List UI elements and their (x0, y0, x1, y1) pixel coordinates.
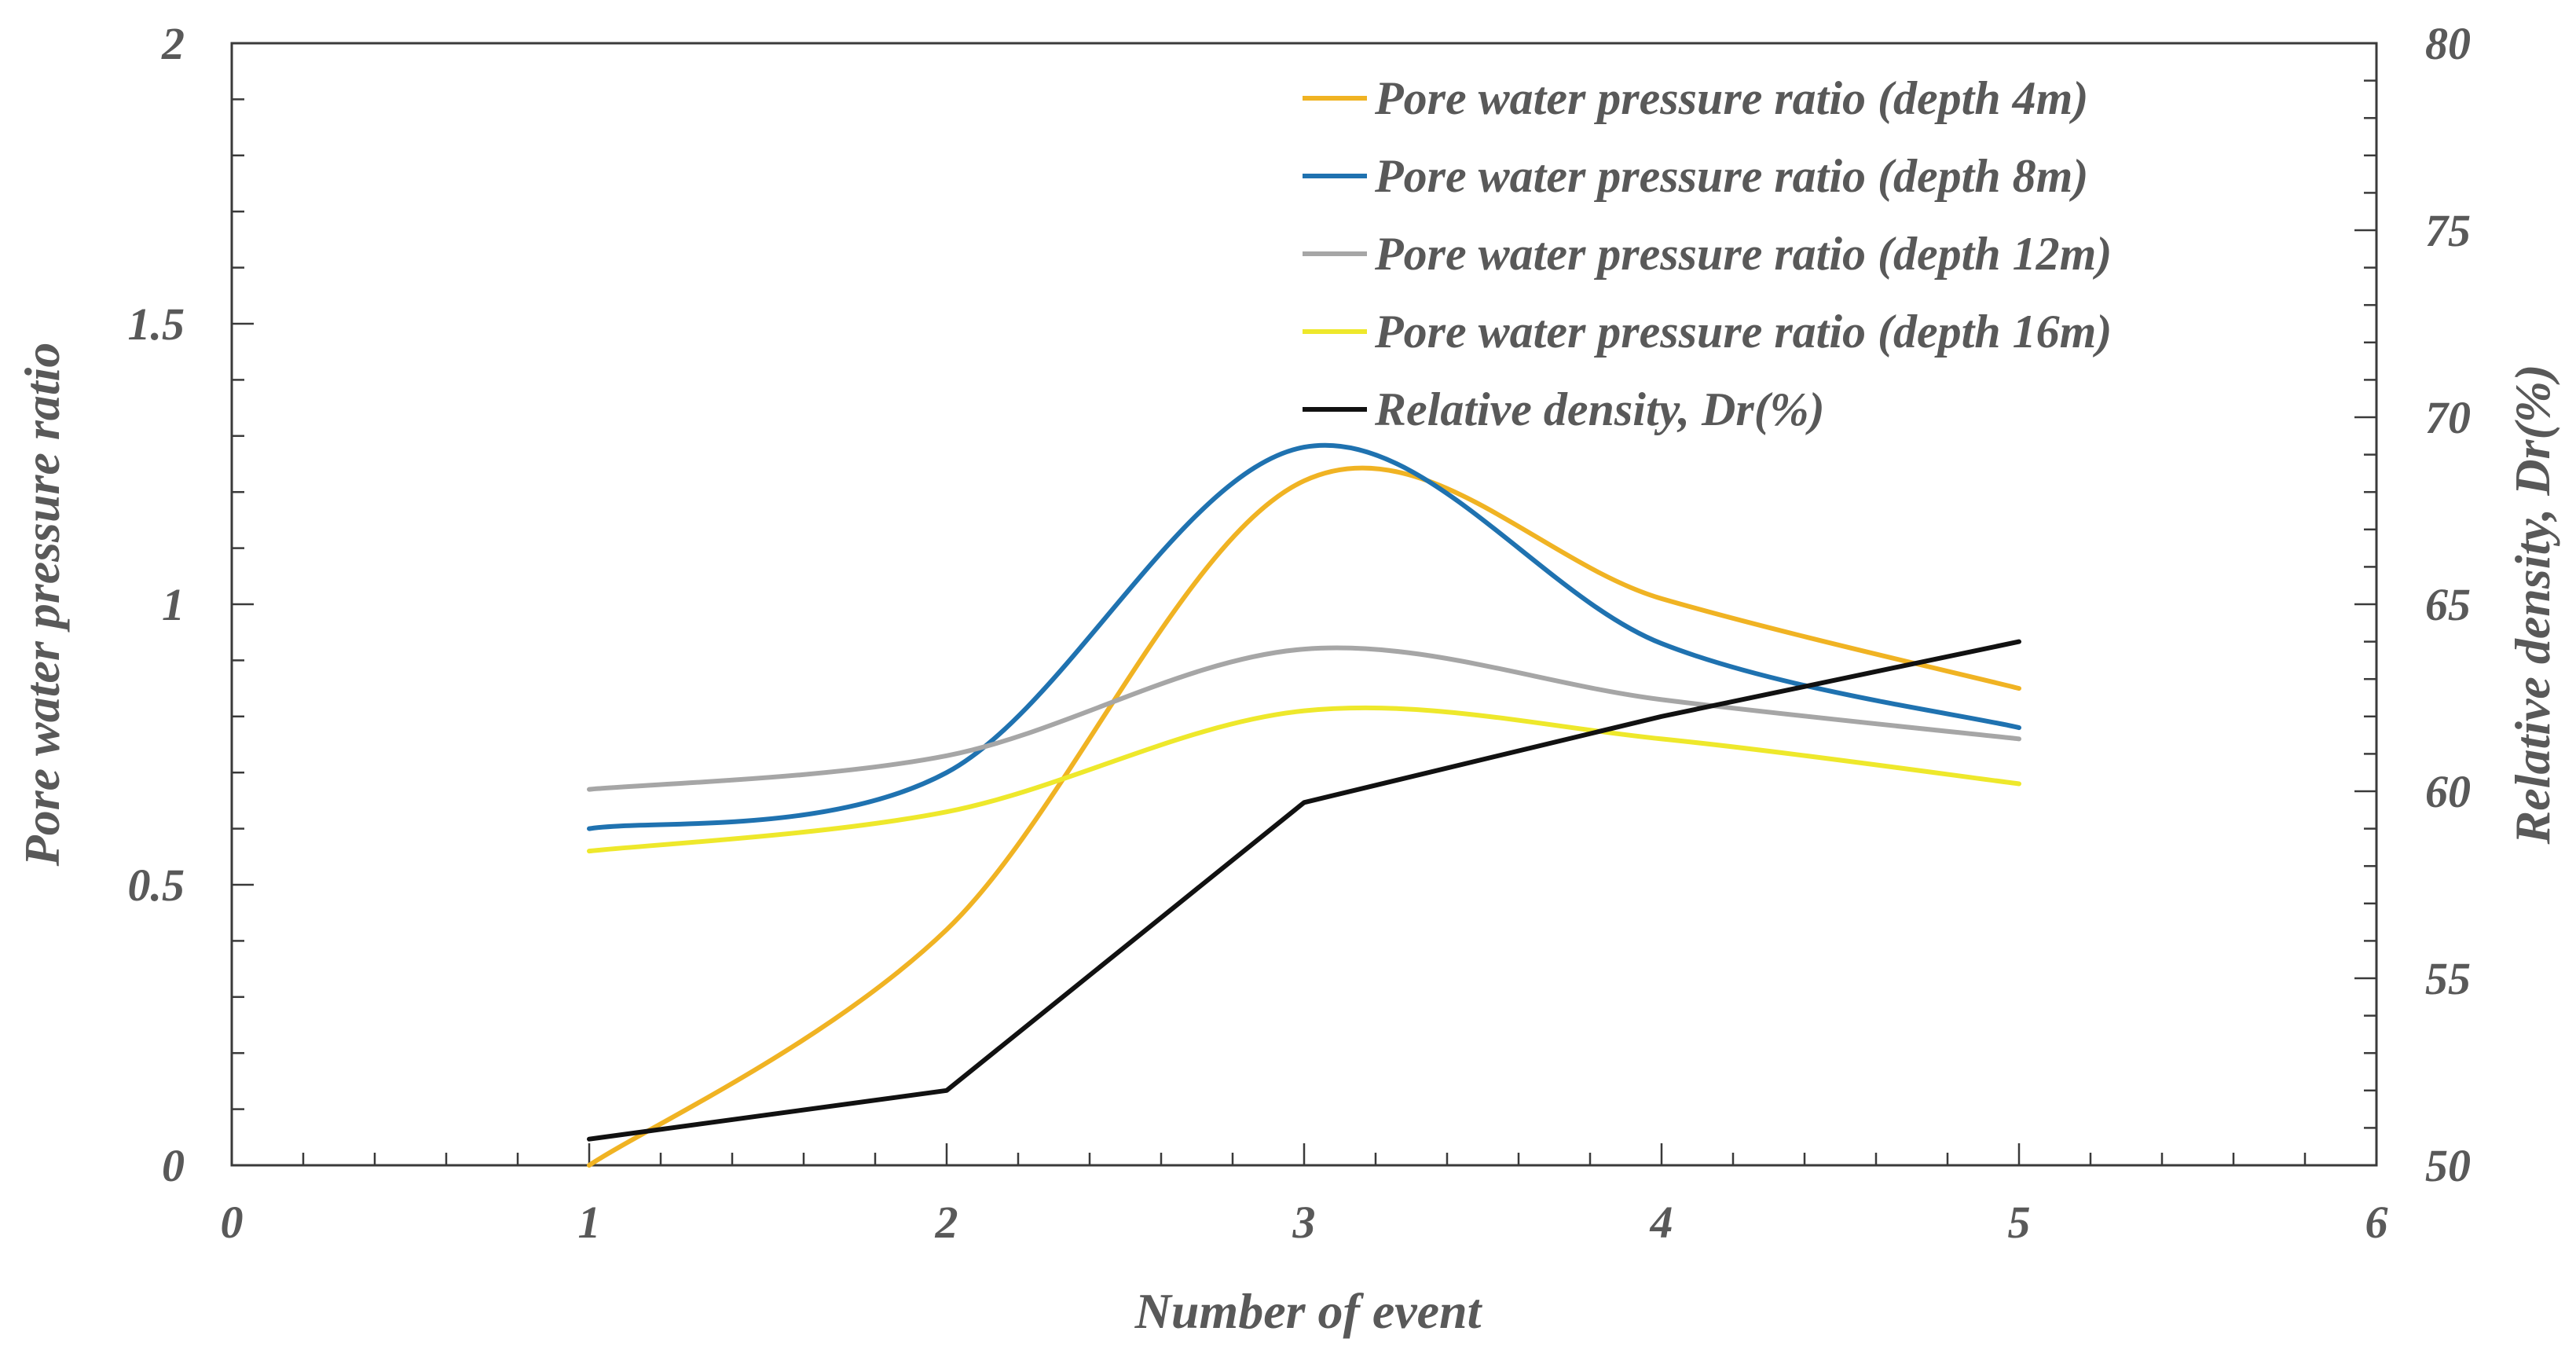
series-line-3 (587, 705, 2021, 854)
data-point (1301, 646, 1307, 652)
data-point (2016, 735, 2022, 742)
data-point (1658, 596, 1665, 602)
y-tick-label: 2 (161, 18, 185, 69)
series-line-4 (587, 639, 2021, 1142)
x-tick-label: 0 (221, 1197, 244, 1248)
legend-label: Pore water pressure ratio (depth 12m) (1374, 228, 2112, 280)
data-point (944, 1087, 950, 1094)
data-point (1658, 640, 1665, 647)
data-point (944, 753, 950, 759)
data-point (586, 787, 592, 793)
y2-tick-label: 50 (2425, 1140, 2471, 1191)
data-point (2016, 780, 2022, 787)
data-point (2016, 724, 2022, 731)
data-point (2016, 685, 2022, 691)
data-point (586, 826, 592, 832)
plot-area-frame (230, 42, 2378, 1167)
y-tick-label: 1.5 (128, 299, 185, 350)
data-point (586, 848, 592, 854)
series-line-0 (587, 465, 2021, 1168)
x-axis-title: Number of event (1134, 1283, 1483, 1339)
data-point (1658, 713, 1665, 720)
x-tick-label: 4 (1650, 1197, 1673, 1248)
data-point (586, 1136, 592, 1142)
data-point (1658, 735, 1665, 742)
y-tick-label: 0.5 (128, 860, 185, 911)
data-point (944, 769, 950, 776)
x-tick-label: 3 (1292, 1197, 1316, 1248)
legend: Pore water pressure ratio (depth 4m) Pore… (1303, 72, 2112, 435)
data-point (1301, 444, 1307, 450)
data-point (2016, 639, 2022, 645)
y2-axis-title: Relative density, Dr(%) (2505, 365, 2560, 845)
series-line-2 (587, 645, 2021, 792)
x-tick-label: 1 (578, 1197, 601, 1248)
data-point (1301, 478, 1307, 484)
legend-label: Pore water pressure ratio (depth 4m) (1374, 72, 2088, 124)
y-axis-title: Pore water pressure ratio (14, 343, 70, 867)
y2-tick-label: 75 (2425, 205, 2471, 256)
y2-tick-label: 65 (2425, 579, 2471, 630)
series-line-1 (587, 442, 2021, 831)
legend-label: Relative density, Dr(%) (1374, 383, 1825, 435)
data-point (944, 926, 950, 933)
ticks-layer (232, 79, 2376, 1165)
series-layer (586, 442, 2022, 1168)
x-tick-label: 5 (2008, 1197, 2031, 1248)
legend-label: Pore water pressure ratio (depth 16m) (1374, 306, 2112, 358)
y2-tick-label: 60 (2425, 766, 2471, 817)
data-point (1658, 696, 1665, 702)
data-point (1301, 799, 1307, 805)
y2-tick-label: 55 (2425, 953, 2471, 1004)
y-tick-label: 0 (162, 1140, 185, 1191)
x-tick-label: 6 (2365, 1197, 2388, 1248)
x-tick-label: 2 (935, 1197, 958, 1248)
data-point (1301, 708, 1307, 714)
y2-tick-label: 80 (2425, 18, 2471, 69)
y-tick-label: 1 (162, 579, 185, 630)
legend-label: Pore water pressure ratio (depth 8m) (1374, 150, 2088, 202)
data-point (586, 1162, 592, 1168)
data-point (944, 809, 950, 815)
y2-tick-label: 70 (2425, 392, 2471, 443)
